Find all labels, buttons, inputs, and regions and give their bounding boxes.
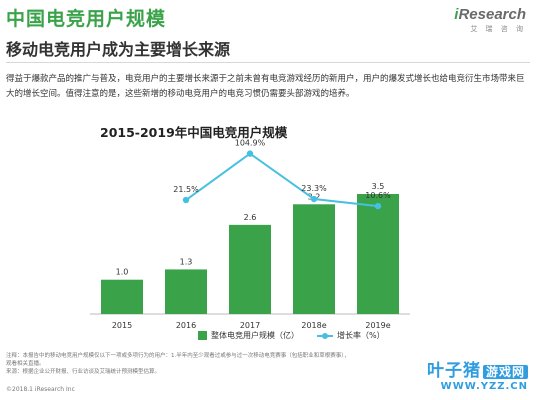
iresearch-logo: iResearch 艾 瑞 咨 询 [426,6,526,40]
page-title: 中国电竞用户规模 [6,8,167,30]
growth-point-2017 [246,150,254,157]
bar-label-2016: 1.3 [180,257,193,266]
logo-i: i [454,6,459,23]
chart-legend: 整体电竞用户规模（亿） 增长率（%） [198,330,385,341]
x-tick-2016: 2016 [176,321,196,330]
page-subtitle: 移动电竞用户成为主要增长来源 [6,40,231,59]
bar-label-2017: 2.6 [244,213,257,222]
bar-2015 [101,279,143,314]
x-tick-2019e: 2019e [365,321,390,330]
bar-2016 [165,269,207,314]
header-divider [6,62,530,63]
growth-point-2016 [182,196,190,204]
notes: 注释：本报告中的移动电竞用户规模仅以下一项或多项行为的用户：1.半年内至少观看过… [6,352,406,376]
growth-point-2019e [374,202,382,210]
growth-label-2017: 104.9% [235,139,266,148]
x-tick-2018e: 2018e [301,321,326,330]
watermark-url: WWW.YZZ.CN [440,381,528,392]
legend-label-users: 整体电竞用户规模（亿） [211,331,299,340]
logo-text: iResearch [426,6,526,23]
chart-title: 2015-2019年中国电竞用户规模 [100,125,288,140]
x-tick-2017: 2017 [240,321,260,330]
growth-label-2018e: 23.3% [301,184,327,193]
growth-label-2019e: 10.6% [365,191,391,200]
growth-label-2016: 21.5% [173,185,199,194]
notes-line-2: 观看相关直播。 [6,361,45,367]
growth-line [185,152,379,208]
legend-item-growth: 增长率（%） [317,330,385,341]
legend-label-growth: 增长率（%） [337,331,385,340]
bar-label-2015: 1.0 [116,268,129,277]
logo-subtitle: 艾 瑞 咨 询 [470,25,526,33]
growth-point-2018e [310,195,318,203]
legend-item-users: 整体电竞用户规模（亿） [198,330,299,341]
description-text: 得益于爆款产品的推广与普及，电竞用户的主要增长来源于之前未曾有电竞游戏经历的新用… [6,74,525,99]
notes-line-3: 来源：根据企业公开财报、行业访谈及艾瑞统计预测模型估算。 [6,369,161,375]
copyright: ©2018.1 iResearch Inc [6,386,75,393]
x-tick-2015: 2015 [112,321,132,330]
bar-label-2019e: 3.5 [372,182,385,191]
watermark-main: 叶子猪 游戏网 [427,356,528,381]
legend-bar-swatch [198,331,207,340]
watermark: 叶子猪 游戏网 WWW.YZZ.CN [427,356,528,392]
watermark-game: 游戏网 [482,365,528,379]
bar-2018e [293,204,335,314]
logo-research: Research [458,6,526,23]
bar-2019e [357,194,399,314]
bar-2017 [229,224,271,314]
legend-line-swatch [317,332,333,339]
watermark-brand: 叶子猪 [426,361,481,381]
notes-line-1: 注释：本报告中的移动电竞用户规模仅以下一项或多项行为的用户：1.半年内至少观看过… [6,353,350,359]
